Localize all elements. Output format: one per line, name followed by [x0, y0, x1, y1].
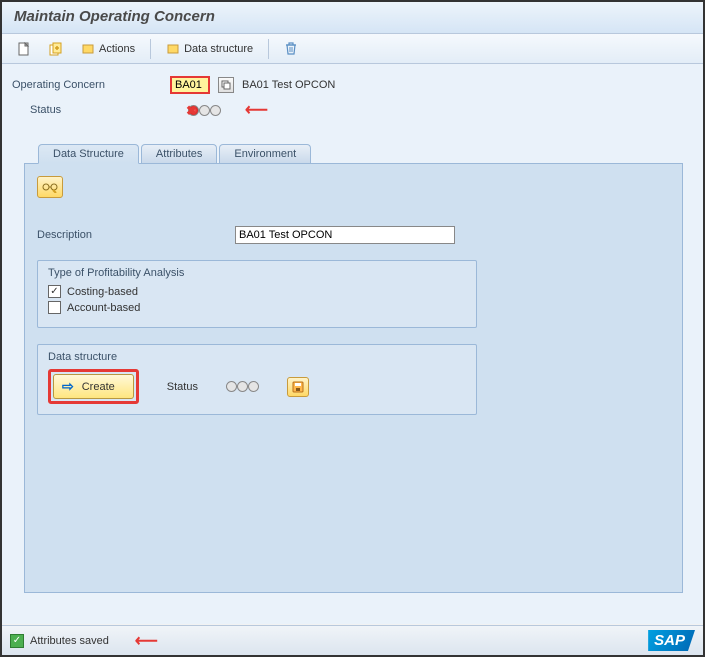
delete-button[interactable] — [277, 38, 305, 60]
account-based-label: Account-based — [67, 302, 140, 314]
operating-concern-row: Operating Concern BA01 Test OPCON — [12, 76, 693, 94]
actions-button[interactable]: Actions — [74, 38, 142, 60]
tab-attributes[interactable]: Attributes — [141, 144, 217, 164]
toolbar-separator — [150, 39, 151, 59]
description-input[interactable] — [235, 226, 455, 244]
create-button[interactable]: ⇨ Create — [53, 374, 134, 399]
ds-status-label: Status — [167, 381, 198, 393]
costing-based-checkbox[interactable]: ✓ — [48, 285, 61, 298]
sap-logo: SAP — [648, 630, 695, 651]
status-text: Attributes saved — [30, 635, 109, 647]
create-label: Create — [82, 381, 115, 393]
copy-button[interactable] — [42, 38, 70, 60]
actions-label: Actions — [99, 43, 135, 55]
data-structure-groupbox: Data structure ⇨ Create Status — [37, 344, 477, 415]
page-title: Maintain Operating Concern — [2, 2, 703, 34]
account-based-row: Account-based — [48, 301, 466, 314]
data-structure-button[interactable]: Data structure — [159, 38, 260, 60]
description-label: Description — [37, 229, 227, 241]
data-structure-title: Data structure — [48, 351, 466, 363]
status-indicator: ✖ — [188, 105, 221, 116]
status-message: ✓ Attributes saved ⟵ — [10, 631, 158, 651]
operating-concern-label: Operating Concern — [12, 79, 162, 91]
profitability-title: Type of Profitability Analysis — [48, 267, 466, 279]
account-based-checkbox[interactable] — [48, 301, 61, 314]
description-row: Description — [37, 226, 670, 244]
save-button[interactable] — [287, 377, 309, 397]
status-bar: ✓ Attributes saved ⟵ SAP — [2, 625, 703, 655]
success-icon: ✓ — [10, 634, 24, 648]
status-label: Status — [30, 104, 162, 116]
tab-data-structure[interactable]: Data Structure — [38, 144, 139, 164]
status-light-grey — [226, 381, 237, 392]
status-light-grey — [237, 381, 248, 392]
costing-based-row: ✓ Costing-based — [48, 285, 466, 298]
data-structure-label: Data structure — [184, 43, 253, 55]
operating-concern-input[interactable] — [170, 76, 210, 94]
ds-status-indicator — [226, 381, 259, 392]
status-light-grey — [199, 105, 210, 116]
status-light-grey — [210, 105, 221, 116]
operating-concern-desc: BA01 Test OPCON — [242, 79, 335, 91]
value-help-button[interactable] — [218, 77, 234, 93]
main-toolbar: Actions Data structure — [2, 34, 703, 64]
main-content: Operating Concern BA01 Test OPCON Status… — [2, 64, 703, 624]
costing-based-label: Costing-based — [67, 286, 138, 298]
toolbar-separator — [268, 39, 269, 59]
tab-environment[interactable]: Environment — [219, 144, 311, 164]
tab-panel: Description Type of Profitability Analys… — [24, 163, 683, 593]
arrow-right-icon: ⇨ — [62, 378, 74, 395]
tab-strip: Data Structure Attributes Environment — [12, 144, 693, 164]
create-button-highlight: ⇨ Create — [48, 369, 139, 404]
status-row: Status ✖ ⟵ — [12, 100, 693, 120]
annotation-arrow: ⟵ — [245, 100, 268, 120]
profitability-groupbox: Type of Profitability Analysis ✓ Costing… — [37, 260, 477, 328]
status-light-grey — [248, 381, 259, 392]
status-error-icon: ✖ — [186, 103, 197, 119]
display-toggle-button[interactable] — [37, 176, 63, 198]
new-button[interactable] — [10, 38, 38, 60]
annotation-arrow: ⟵ — [135, 631, 158, 651]
